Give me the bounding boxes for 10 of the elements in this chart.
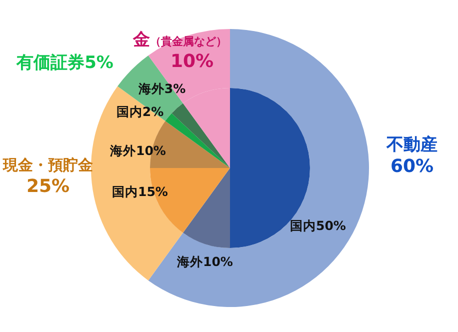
slice-label: 有価証券5% (16, 53, 114, 73)
slice-label: 不動産 (386, 135, 438, 155)
slice-label: 国内15% (112, 184, 168, 199)
data-label: 10% (170, 51, 214, 72)
slice-label: 国内50% (290, 218, 346, 233)
slice-label: 海外10% (109, 143, 166, 158)
slice-label: 海外10% (176, 254, 234, 269)
text: （貴金属など） (150, 35, 227, 48)
data-label: 25% (26, 176, 70, 197)
data-label: 60% (390, 156, 434, 177)
